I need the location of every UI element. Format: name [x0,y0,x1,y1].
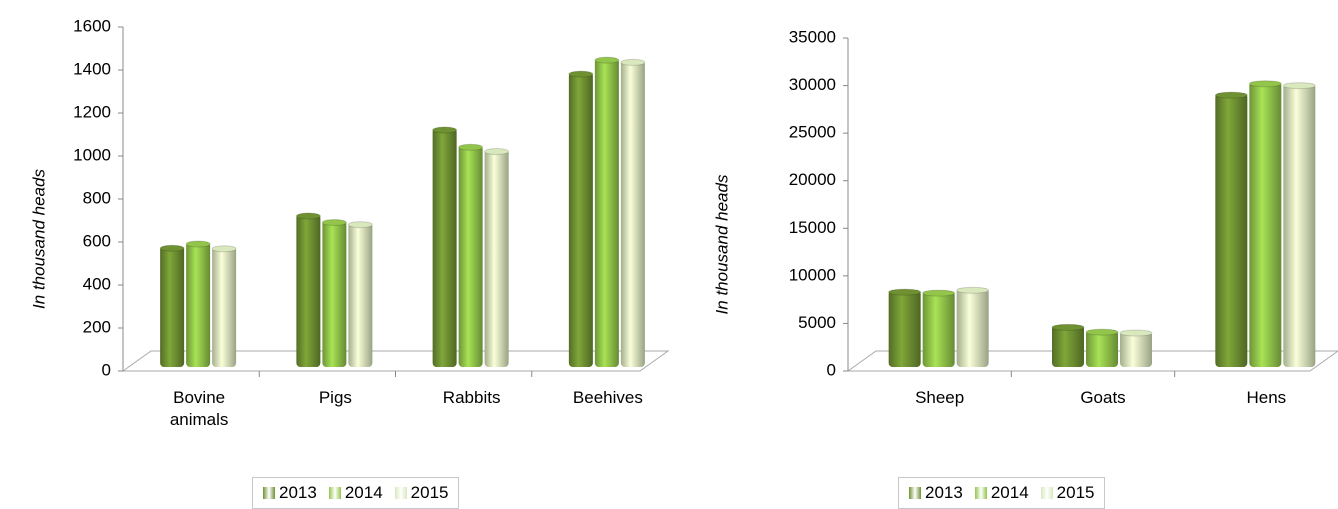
bar [458,145,483,367]
y-tick-label: 20000 [789,170,836,189]
y-tick-label: 200 [83,317,111,336]
y-tick-label: 15000 [789,218,836,237]
y-tick-label: 1400 [73,59,111,78]
bar-top [1085,328,1119,336]
y-tick-label: 35000 [789,27,836,46]
legend-item: 2014 [974,483,1029,503]
y-tick-label: 1200 [73,102,111,121]
x-tick-label: Beehives [572,388,643,407]
floor [121,350,670,372]
bar [296,214,321,367]
bar [212,246,237,367]
y-tick-label: 0 [102,360,111,379]
x-tick-label: Sheep [915,388,965,407]
bar [348,222,373,367]
y-tick-label: 30000 [789,75,836,94]
bar [956,288,989,367]
y-axis-label: In thousand heads [712,174,731,314]
bar [1283,83,1316,367]
bar-top [159,244,185,252]
y-tick-label: 800 [83,188,111,207]
bar-top [321,219,347,226]
bar-top [347,221,373,229]
bar-top [185,240,211,248]
x-tick-label: Rabbits [442,388,501,407]
y-tick-label: 1000 [73,145,111,164]
bar [568,72,593,368]
legend: 2013 2014 2015 [252,477,460,509]
bar [594,58,619,368]
bar-top [458,143,484,151]
legend-swatch [394,487,407,499]
y-axis-label: In thousand heads [29,169,48,309]
bar [1052,325,1084,367]
bar-top [568,70,594,78]
x-tick-label: Pigs [318,388,352,407]
bar [922,291,955,367]
bar-top [1282,82,1316,90]
bar-top [1119,329,1153,337]
bar [186,242,211,367]
bar-top [432,126,458,134]
legend-item: 2013 [909,483,963,503]
y-tick-label: 0 [827,360,836,379]
bar-top [620,58,646,66]
bar [1249,81,1282,367]
bar-top [1248,80,1282,88]
bar-top [594,56,620,64]
legend-item: 2014 [328,483,383,503]
legend-label: 2013 [925,483,963,502]
legend-item: 2013 [263,483,317,503]
legend-swatch [909,487,921,499]
x-tick-label: Goats [1080,388,1126,407]
legend-swatch [263,487,275,499]
bar-top [888,288,922,296]
bar [1215,93,1248,367]
legend: 2013 2014 2015 [898,477,1106,509]
legend-label: 2015 [410,483,449,502]
y-tick-label: 5000 [798,313,836,332]
y-tick-label: 25000 [789,123,836,142]
legend-label: 2013 [279,483,317,502]
bar-top [295,212,321,220]
bar-top [922,289,956,297]
legend-swatch [1040,487,1053,499]
bar [160,246,185,367]
x-tick-label: Bovine animals [169,388,229,429]
bar-top [484,148,510,156]
legend-label: 2015 [1056,483,1095,502]
y-tick-label: 10000 [789,265,836,284]
bar [620,60,645,367]
bar [888,290,921,367]
legend-label: 2014 [990,483,1029,502]
legend-item: 2015 [394,483,449,503]
bar-top [211,245,237,253]
legend-item: 2015 [1040,483,1095,503]
legend-label: 2014 [344,483,383,502]
bar [322,220,347,367]
y-tick-label: 400 [83,274,111,293]
bar [1120,331,1152,367]
legend-swatch [328,487,341,499]
legend-swatch [974,487,987,499]
bar [432,128,457,367]
bar [484,149,509,367]
x-tick-label: Hens [1246,388,1287,407]
y-tick-label: 1600 [73,16,111,35]
bar-top [1214,91,1248,99]
bar-top [956,286,990,294]
bar [1086,330,1118,367]
bar-top [1051,323,1085,331]
y-tick-label: 600 [83,231,111,250]
